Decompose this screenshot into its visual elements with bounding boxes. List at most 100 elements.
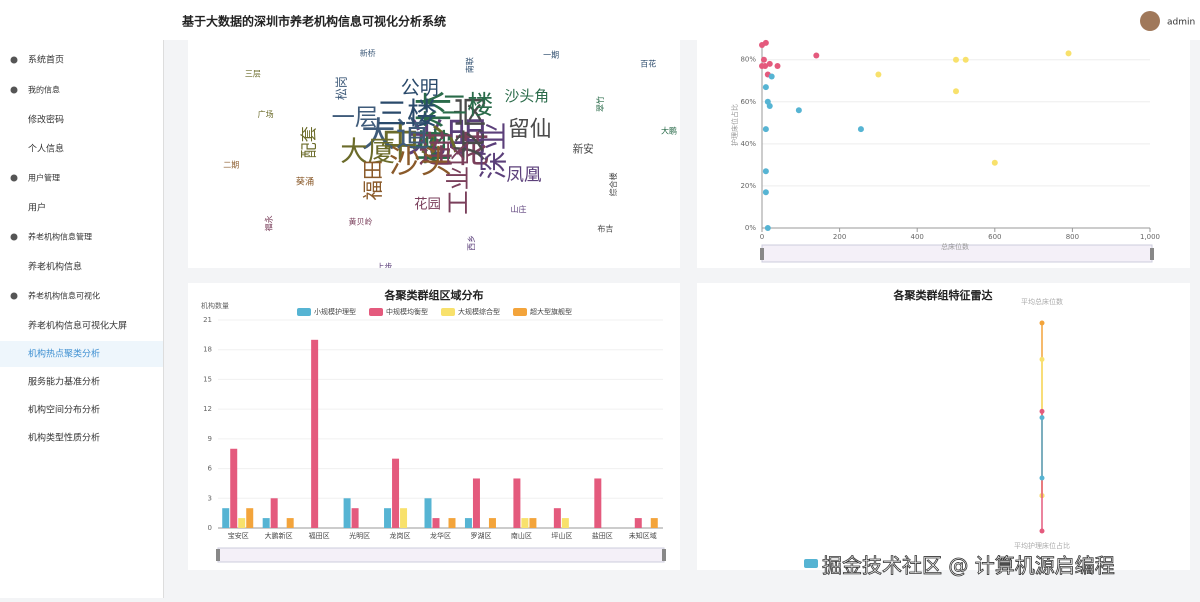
point [991,159,998,166]
word: 龙岗 [451,96,490,162]
menu-icon [10,86,18,94]
bar [634,518,642,528]
menu-group[interactable]: 养老机构信息可视化 [28,291,100,301]
bar [521,518,529,528]
panel [697,40,1190,268]
radar-point [1039,320,1045,326]
bar [222,508,230,528]
user-name[interactable]: admin [1167,18,1195,28]
word: 中心 [381,122,458,167]
x-tick-label: 南山区 [511,531,532,540]
bar [650,518,658,528]
indicator-label: 平均护理床位占比 [1014,541,1070,550]
legend-label[interactable]: 大规模综合型 [458,307,500,316]
bar [448,518,456,528]
radar-point [1039,475,1045,481]
y-tick-label: 6 [208,465,213,473]
word: 沙头角 [505,88,549,105]
legend-swatch[interactable] [441,308,455,316]
header [163,0,1200,40]
menu-item[interactable]: 个人信息 [28,143,64,155]
x-tick-label: 400 [911,233,924,241]
legend-label[interactable]: 超大型旗舰型 [530,307,572,316]
menu-item[interactable]: 修改密码 [28,114,64,126]
bar [286,518,294,528]
x-tick-label: 未知区域 [629,531,657,540]
point [813,52,820,59]
menu-group[interactable]: 用户管理 [28,173,60,183]
word: 新桥 [360,48,376,58]
x-tick-label: 800 [1066,233,1079,241]
y-tick-label: 15 [203,375,212,383]
x-tick-label: 福田区 [309,531,330,540]
bar [262,518,270,528]
point [774,63,781,70]
word: 深业 [476,122,510,180]
x-tick-label: 盐田区 [592,531,613,540]
y-tick-label: 12 [203,405,212,413]
radar-point [1039,356,1045,362]
y-tick-label: 60% [740,98,756,106]
word: 配套 [299,126,318,158]
x-tick-label: 1,000 [1140,233,1160,241]
word: 翠竹 [595,96,605,112]
word: 一层 [332,104,378,131]
menu-group[interactable]: 养老机构信息管理 [28,232,92,242]
legend-swatch[interactable] [513,308,527,316]
menu-group[interactable]: 我的信息 [28,85,60,95]
point [759,63,765,70]
word: 综合楼 [608,172,618,196]
word: 二楼 [441,91,493,121]
panel [697,283,1190,570]
menu-item[interactable]: 养老机构信息可视化大屏 [28,320,127,332]
bar [238,518,246,528]
word: 留仙 [508,117,552,142]
menu-group[interactable]: 系统首页 [28,54,64,66]
bar [464,518,472,528]
legend-label[interactable]: 小规模护理型 [314,307,356,316]
zoom-slider[interactable] [217,547,665,563]
legend-label[interactable]: 中规模均衡型 [386,307,428,316]
panel [188,40,680,268]
menu-item[interactable]: 养老机构信息 [28,261,82,273]
word: 西丽 [163,198,179,207]
menu-icon [10,174,18,182]
bar [488,518,496,528]
menu-item[interactable]: 机构类型性质分析 [28,432,100,444]
x-tick-label: 罗湖区 [470,531,491,540]
radar-point [1039,415,1045,421]
bar [311,339,319,528]
word: 凤凰 [506,166,542,186]
point [953,56,959,63]
avatar[interactable] [1140,11,1160,31]
word: 南联 [465,57,475,73]
y-tick-label: 80% [740,56,756,64]
word: 布吉 [597,223,613,233]
x-tick-label: 600 [988,233,1001,241]
menu-item[interactable]: 机构热点聚类分析 [28,348,100,360]
legend-swatch[interactable] [297,308,311,316]
word: 梅林 [412,91,456,165]
word: 西乡 [467,235,476,251]
point [762,39,769,46]
y-tick-label: 0% [745,224,756,232]
bar [561,518,569,528]
menu-item[interactable]: 机构空间分布分析 [28,404,100,416]
menu-item[interactable]: 用户 [28,202,46,214]
point [857,126,864,133]
word: 公明 [401,77,439,99]
legend-swatch[interactable] [369,308,383,316]
y-tick-label: 40% [740,140,756,148]
bar [351,508,359,528]
chart-title: 各聚类群组特征雷达 [893,288,993,302]
word: 莲花 [418,130,490,171]
x-axis-label: 总床位数 [941,242,969,251]
y-tick-label: 9 [208,435,212,443]
menu-item[interactable]: 服务能力基准分析 [28,376,100,388]
x-tick-label: 宝安区 [228,531,249,540]
bar [553,508,561,528]
word: 上步 [376,262,392,271]
point [764,225,771,231]
